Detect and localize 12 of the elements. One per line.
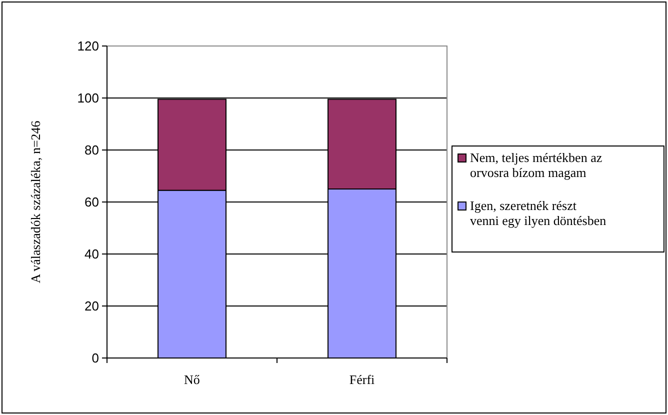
y-tick-label: 40 [84, 246, 99, 262]
x-tick-label: Férfi [349, 372, 376, 387]
y-tick-label: 60 [84, 194, 99, 210]
y-axis-title: A válaszadók százaléka, n=246 [28, 120, 43, 284]
y-tick-label: 0 [92, 350, 99, 366]
y-tick-label: 100 [77, 90, 99, 106]
y-tick-label: 120 [77, 38, 99, 54]
y-tick-label: 20 [84, 298, 99, 314]
x-tick-label: Nő [184, 372, 200, 387]
y-tick-label: 80 [84, 142, 99, 158]
legend-label: Igen, szeretnék részt venni egy ilyen döntésben [470, 198, 607, 228]
legend-label: Nem, teljes mértékben az orvosra bízom magam [470, 150, 602, 180]
